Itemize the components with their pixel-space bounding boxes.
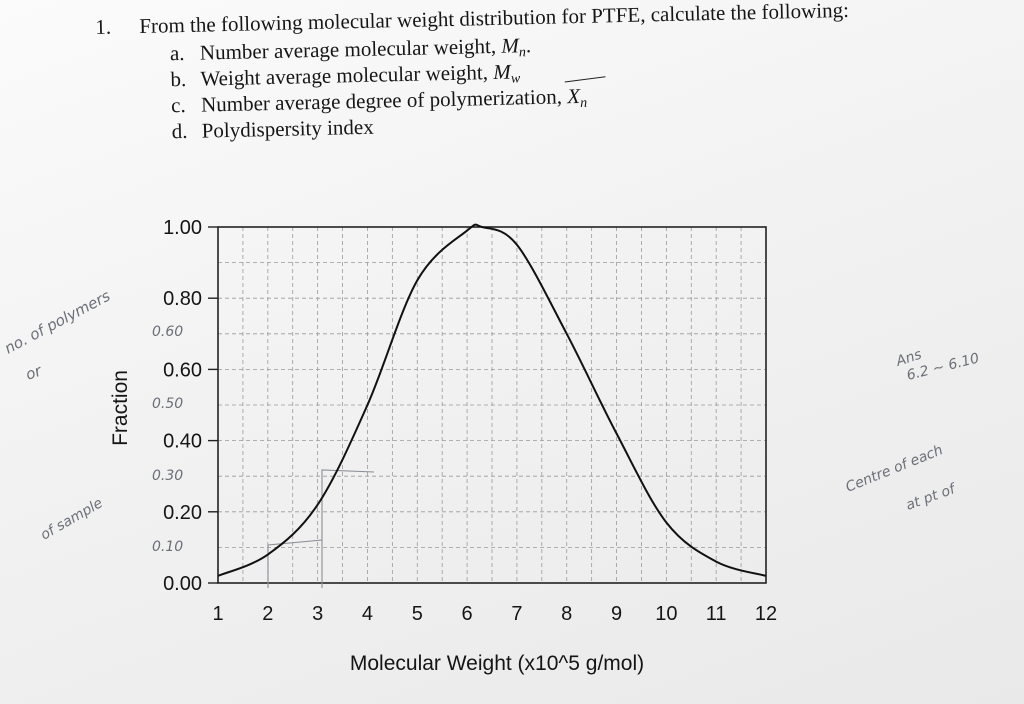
y-tick-label: 0.00 [163,573,202,595]
y-axis-label: Fraction [109,370,132,446]
tick-labels: 1 2 3 4 5 6 7 8 9 10 11 120.000.200.400.600.801.00 [163,217,777,625]
x-tick-label: 2 [262,603,273,625]
x-tick-label: 6 [462,603,473,625]
y-tick-label: 0.20 [163,502,202,524]
hw-010: 0.10 [152,539,183,555]
hw-ans: Ans [893,347,923,370]
y-tick-label: 0.40 [163,431,202,453]
x-tick-label: 10 [655,603,677,625]
hw-of-sample: of sample [38,495,106,543]
hw-050: 0.50 [152,396,183,412]
x-tick-label: 7 [511,603,522,625]
pencil-construction-lines [267,469,375,588]
hw-centre: Centre of each [844,442,946,496]
x-tick-label: 3 [312,603,323,625]
x-tick-label: 5 [412,603,423,625]
x-axis-label: Molecular Weight (x10^5 g/mol) [350,652,644,675]
chart-gridlines [217,226,767,584]
x-tick-label: 9 [611,603,622,625]
distribution-curve [217,223,767,577]
x-tick-label: 12 [755,603,777,625]
y-tick-label: 0.60 [163,359,202,381]
x-tick-label: 11 [706,603,727,625]
pencil-step-lines [267,469,375,588]
handwritten-notes: no. of polymers or 0.60 0.50 0.30 0.10 o… [1,287,980,555]
hw-at-pt: at pt of [904,481,959,514]
x-tick-label: 4 [362,603,373,625]
hw-or: or [23,361,44,383]
hw-no-polymers: no. of polymers [1,287,113,358]
hw-060: 0.60 [152,324,183,340]
plot-frame [217,226,767,584]
x-tick-label: 1 [212,603,223,625]
hw-030: 0.30 [152,468,183,484]
y-tick-label: 1.00 [163,217,202,239]
x-tick-label: 8 [561,603,572,625]
y-tick-label: 0.80 [163,288,202,310]
